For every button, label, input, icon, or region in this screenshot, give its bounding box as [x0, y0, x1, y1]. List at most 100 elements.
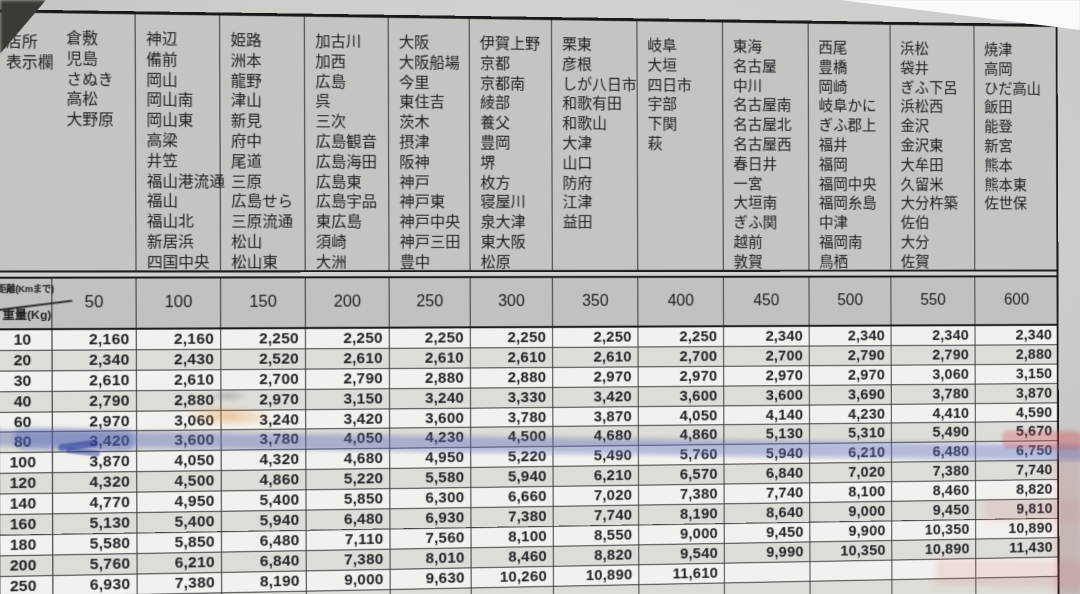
rate-cell: 4,500 — [471, 427, 554, 448]
station-name: しが八日市 — [562, 75, 637, 94]
rate-cell: 3,600 — [724, 385, 810, 405]
rate-cell: 4,050 — [306, 429, 391, 450]
weight-cell: 30 — [0, 371, 53, 391]
rate-cell: 2,250 — [389, 328, 471, 348]
station-name: 飯田 — [984, 99, 1013, 117]
rate-cell: 2,700 — [724, 346, 810, 366]
rate-cell: 2,790 — [891, 345, 976, 365]
rate-cell: 6,210 — [810, 443, 892, 463]
rate-cell: 4,050 — [638, 405, 725, 426]
station-name: 西尾 — [818, 39, 848, 57]
rate-cell: 5,130 — [53, 513, 138, 534]
station-group-100: 神辺 備前 岡山 岡山南 岡山東 高梁 井笠 福山港流通 福山 福山北 新居浜 四国中央 — [135, 14, 225, 272]
station-name: 呉 — [315, 93, 331, 111]
station-name: 高岡 — [984, 60, 1013, 78]
station-name: 松原 — [480, 253, 511, 271]
rate-cell: 9,630 — [390, 568, 472, 589]
rate-cell: 5,760 — [53, 553, 138, 575]
station-name: 尾道 — [230, 152, 263, 171]
station-name: 和歌山 — [562, 115, 608, 133]
rate-cell: 2,610 — [305, 348, 390, 369]
rate-cell: 10,350 — [892, 519, 977, 540]
station-name: 姫路 — [230, 31, 262, 50]
station-name: 浜松西 — [900, 98, 944, 116]
weight-cell: 140 — [0, 493, 54, 515]
station-name: 伊賀上野 — [479, 35, 541, 53]
rate-cell: 2,880 — [389, 368, 471, 388]
rate-cell: 4,860 — [638, 425, 725, 446]
rate-cell: 2,970 — [221, 389, 307, 410]
rate-cell: 4,680 — [306, 449, 391, 470]
distance-cell-200: 200 — [305, 278, 390, 328]
rate-cell: 9,900 — [810, 521, 893, 542]
rate-cell: 6,300 — [390, 488, 472, 509]
distance-cell-350: 350 — [552, 277, 639, 326]
rate-cell: 9,810 — [1016, 500, 1053, 518]
rate-cell: 8,100 — [471, 526, 554, 548]
station-name: 大津 — [562, 135, 593, 153]
station-list: 加古川 加西 広島呉三次 広島観音 広島海田 広島東 広島宇品 東広島 須崎 大洲 — [305, 17, 389, 273]
rate-cell: 2,880 — [1015, 345, 1053, 363]
rate-cell: 2,970 — [638, 366, 725, 386]
rate-cell: 2,970 — [724, 365, 810, 386]
weight-cell: 200 — [0, 555, 54, 576]
station-name: 岐阜かに — [818, 97, 877, 116]
station-name: 広島宇品 — [315, 193, 378, 211]
station-name: 高梁 — [146, 132, 178, 150]
station-name: 萩 — [647, 135, 663, 153]
rate-cell: 4,410 — [891, 403, 976, 423]
rate-cell: 3,870 — [553, 406, 639, 427]
rate-cell — [892, 558, 977, 579]
station-name: 豊中 — [399, 253, 431, 271]
rate-cell: 4,140 — [724, 405, 810, 425]
station-name: 東住吉 — [399, 94, 445, 112]
station-list: 伊賀上野 京都 京都南 綾部 養父 豊岡堺枚方 寝屋川 泉大津 東大阪 松原 — [470, 19, 552, 273]
rate-cell: 10,890 — [1008, 519, 1053, 537]
rate-cell: 2,700 — [638, 346, 725, 367]
rate-cell — [810, 560, 893, 581]
station-name: 熊本東 — [984, 176, 1028, 194]
rate-cell: 6,840 — [724, 463, 811, 484]
station-name: 中津 — [818, 214, 848, 232]
rate-cell: 6,840 — [222, 550, 307, 572]
weight-cell: 180 — [0, 534, 54, 556]
rate-cell: 4,860 — [221, 470, 307, 491]
rate-cell: 2,250 — [221, 329, 306, 349]
rate-cell — [306, 589, 391, 594]
rate-cell: 7,380 — [137, 572, 223, 594]
rate-cell: 4,320 — [53, 472, 138, 493]
rate-cell: 5,940 — [471, 467, 554, 488]
rate-cell: 4,950 — [137, 491, 222, 513]
distance-cell-300: 300 — [470, 277, 554, 327]
station-name: 広島 — [315, 73, 347, 91]
station-name: 大野原 — [66, 111, 115, 130]
station-name: 広島せら — [231, 193, 294, 211]
rate-cell: 8,820 — [553, 545, 640, 566]
rate-cell: 5,220 — [306, 469, 391, 490]
station-name: 大阪船場 — [398, 54, 460, 72]
rate-cell: 5,940 — [724, 444, 811, 464]
rate-cell: 2,610 — [470, 347, 554, 368]
rate-cell: 8,190 — [639, 504, 725, 525]
weight-cell: 40 — [0, 391, 53, 412]
station-name: ぎふ下呂 — [900, 79, 958, 97]
station-name: 福岡糸島 — [818, 195, 877, 213]
station-group-350: 栗東 彦根 しが八日市 和歌有田 和歌山 大津 山口 防府 江津 益田 — [551, 20, 639, 270]
rate-cell: 3,600 — [638, 386, 725, 406]
rate-cell: 6,930 — [390, 508, 472, 529]
weight-cell: 60 — [0, 412, 53, 432]
rate-cell: 5,940 — [221, 510, 307, 532]
station-name: 四国中央 — [146, 253, 210, 272]
station-name: 袋井 — [900, 59, 929, 77]
station-name: 三原 — [231, 173, 263, 191]
distance-cell-100: 100 — [136, 278, 222, 328]
station-name: 洲本 — [230, 52, 262, 70]
rate-cell: 2,250 — [638, 327, 725, 347]
station-name: 久留米 — [900, 176, 944, 194]
station-name: 福岡南 — [818, 234, 863, 252]
rate-cell: 3,240 — [389, 388, 472, 408]
station-name: 福岡 — [818, 156, 848, 174]
distance-cell-450: 450 — [723, 277, 810, 326]
weight-cell: 10 — [0, 330, 53, 350]
